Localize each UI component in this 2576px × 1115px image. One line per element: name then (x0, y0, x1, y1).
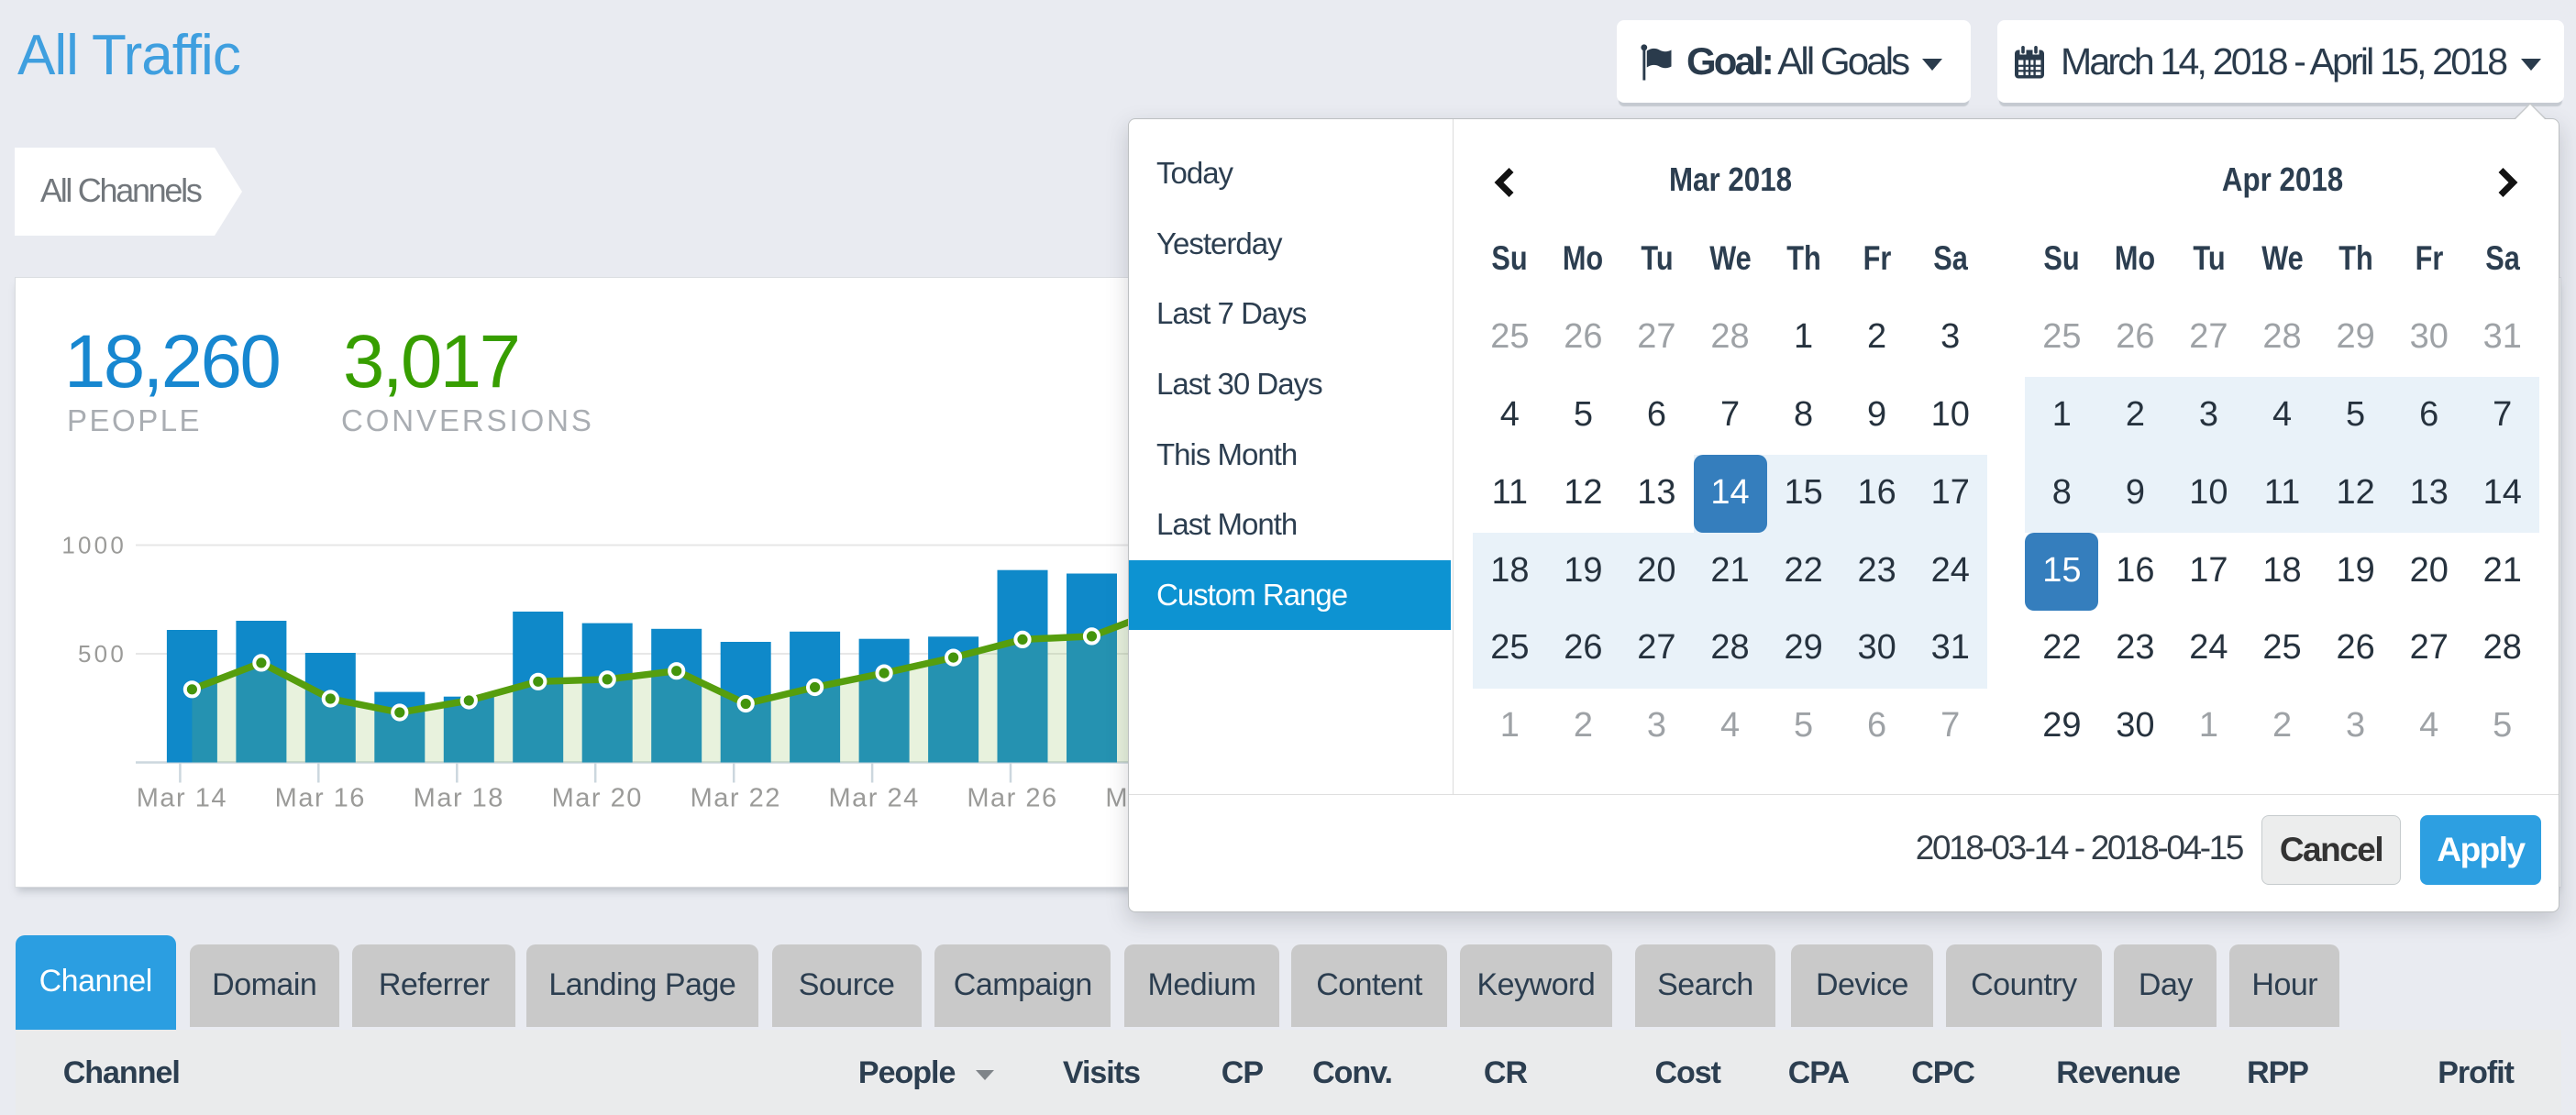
svg-text:Mar 26: Mar 26 (967, 783, 1057, 812)
svg-text:Mar 20: Mar 20 (552, 783, 643, 812)
svg-text:1000: 1000 (61, 532, 127, 559)
svg-text:500: 500 (78, 640, 127, 668)
svg-text:Mar 18: Mar 18 (414, 783, 504, 812)
svg-text:Mar 16: Mar 16 (275, 783, 366, 812)
svg-text:Mar 14: Mar 14 (137, 783, 227, 812)
svg-text:Mar 22: Mar 22 (691, 783, 781, 812)
svg-text:Mar 24: Mar 24 (828, 783, 919, 812)
